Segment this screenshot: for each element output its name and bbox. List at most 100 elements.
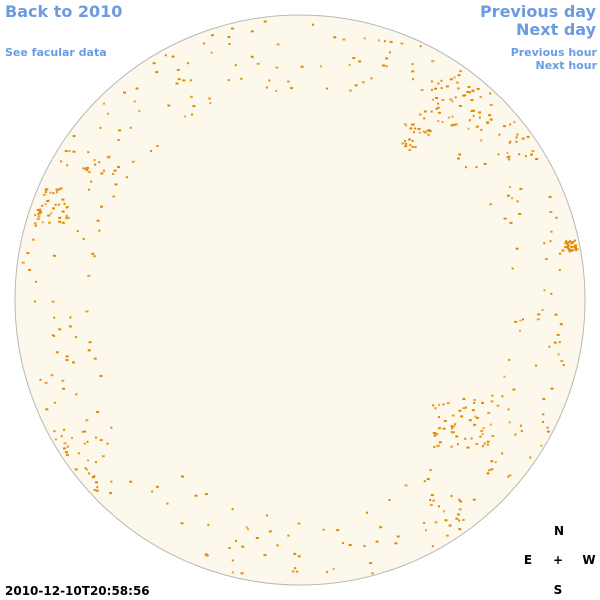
facula-dot — [183, 115, 186, 118]
facula-dot — [458, 498, 461, 501]
facula-dot — [457, 74, 461, 77]
next-day-link[interactable]: Next day — [516, 20, 597, 39]
facula-dot — [481, 433, 484, 436]
facula-dot — [467, 127, 470, 130]
facula-dot — [503, 375, 506, 378]
facula-dot — [167, 104, 171, 107]
facula-dot — [506, 151, 509, 154]
facula-dot — [458, 409, 462, 412]
facula-dot — [369, 562, 373, 565]
facula-dot — [497, 153, 500, 156]
facula-dot — [44, 381, 48, 384]
compass-center: + — [553, 553, 563, 567]
facula-dot — [531, 150, 535, 153]
facula-dot — [437, 505, 440, 508]
facular-link[interactable]: See facular data — [5, 46, 107, 59]
facula-dot — [37, 215, 41, 218]
facula-dot — [58, 188, 60, 191]
facula-dot — [332, 568, 335, 571]
facula-dot — [546, 430, 550, 433]
facula-dot — [300, 65, 304, 68]
facula-dot — [388, 51, 391, 54]
facula-dot — [430, 110, 433, 113]
facula-dot — [291, 570, 295, 573]
facula-dot — [75, 393, 78, 396]
facula-dot — [535, 158, 539, 160]
facula-dot — [423, 117, 426, 120]
facula-dot — [326, 87, 328, 90]
facula-dot — [76, 230, 79, 233]
facula-dot — [411, 146, 414, 148]
facula-dot — [543, 242, 546, 245]
facula-dot — [189, 95, 193, 98]
facula-dot — [82, 167, 86, 170]
facula-dot — [430, 494, 434, 497]
facula-dot — [312, 23, 314, 26]
facula-dot — [87, 171, 91, 174]
facula-dot — [437, 82, 440, 85]
facula-dot — [36, 217, 40, 220]
back-link[interactable]: Back to 2010 — [5, 2, 122, 21]
solar-disk — [14, 14, 586, 586]
previous-day-link[interactable]: Previous day — [480, 2, 597, 21]
facula-dot — [68, 149, 71, 152]
facula-dot — [422, 130, 426, 133]
facula-dot — [469, 91, 471, 94]
facula-dot — [423, 521, 426, 524]
previous-hour-link[interactable]: Previous hour — [511, 46, 598, 59]
facula-dot — [565, 239, 568, 242]
facula-dot — [432, 499, 436, 502]
facula-dot — [457, 157, 460, 160]
facula-dot — [151, 490, 154, 493]
facula-dot — [210, 34, 214, 37]
facula-dot — [64, 451, 68, 454]
facula-dot — [480, 430, 484, 432]
facula-dot — [556, 333, 560, 336]
facula-dot — [438, 441, 442, 444]
facula-dot — [418, 113, 422, 116]
facula-dot — [98, 229, 101, 232]
facula-dot — [506, 194, 510, 197]
facula-dot — [400, 42, 404, 45]
next-hour-link[interactable]: Next hour — [536, 59, 598, 72]
facula-dot — [411, 123, 414, 126]
facula-dot — [479, 435, 482, 438]
facula-dot — [427, 129, 431, 132]
facula-dot — [255, 537, 259, 539]
facula-dot — [256, 62, 260, 65]
facula-dot — [53, 430, 56, 433]
facula-dot — [411, 140, 414, 142]
facula-dot — [467, 85, 471, 88]
facula-dot — [483, 442, 486, 445]
facula-dot — [408, 149, 412, 151]
facula-dot — [94, 163, 97, 166]
facula-dot — [65, 355, 69, 358]
facula-dot — [47, 199, 50, 202]
facula-dot — [64, 217, 68, 220]
facula-dot — [442, 427, 446, 430]
facula-dot — [464, 94, 467, 97]
facula-dot — [468, 119, 471, 122]
facula-dot — [358, 60, 362, 63]
facula-dot — [455, 435, 459, 438]
facula-dot — [518, 153, 521, 156]
facula-dot — [515, 136, 518, 139]
facula-dot — [65, 453, 69, 456]
facula-dot — [574, 247, 577, 250]
facula-dot — [88, 472, 91, 475]
facula-dot — [452, 431, 455, 434]
facula-dot — [409, 127, 413, 130]
facula-dot — [458, 104, 462, 107]
compass-south: S — [554, 583, 563, 597]
facula-dot — [447, 116, 450, 119]
facula-dot — [450, 445, 453, 448]
facula-dot — [352, 57, 356, 60]
facula-dot — [542, 420, 544, 423]
facula-dot — [129, 480, 133, 483]
facula-dot — [482, 427, 485, 430]
facula-dot — [430, 80, 433, 83]
facula-dot — [411, 63, 414, 66]
facula-dot — [113, 169, 117, 172]
facula-dot — [176, 68, 180, 71]
facula-dot — [476, 416, 479, 419]
